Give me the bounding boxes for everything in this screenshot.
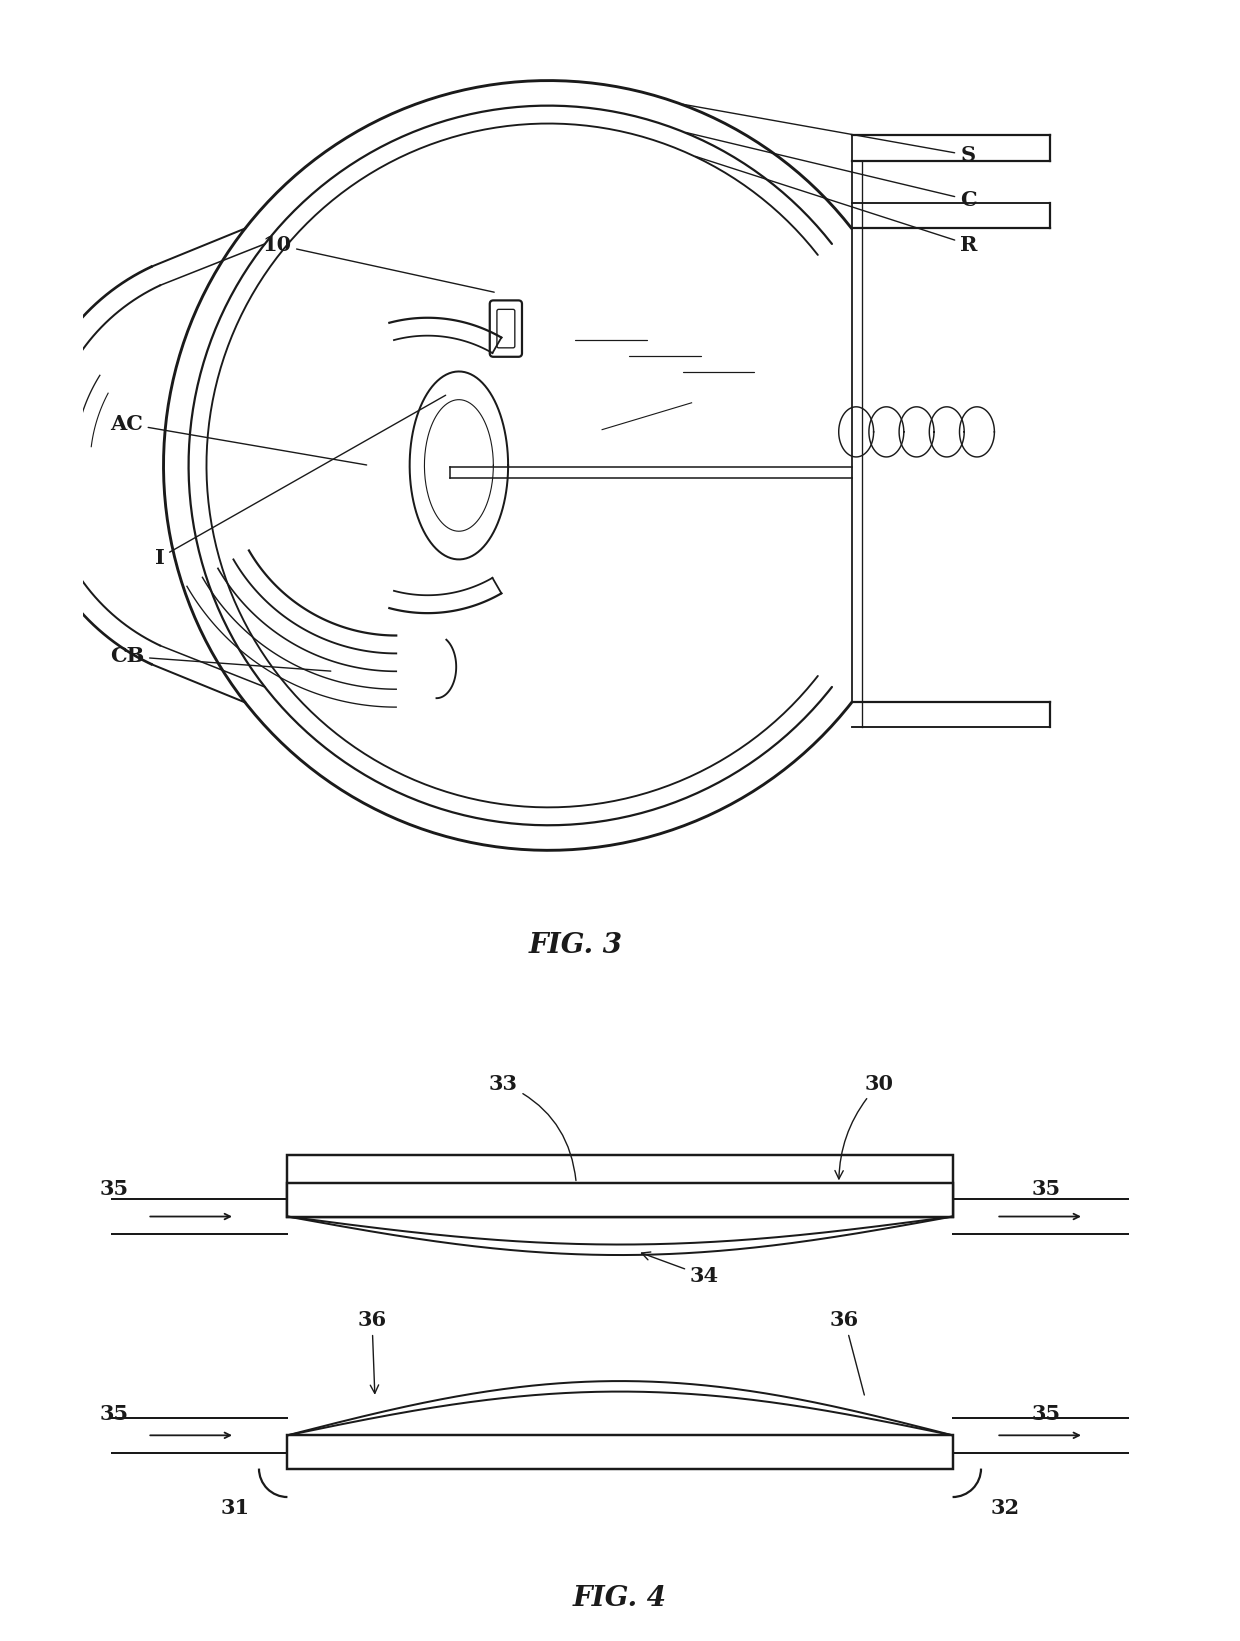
Text: 35: 35	[99, 1403, 129, 1424]
Bar	[288, 1436, 952, 1469]
Text: 31: 31	[221, 1498, 249, 1518]
Text: 35: 35	[99, 1178, 129, 1198]
Text: CB: CB	[110, 647, 331, 671]
Bar	[288, 1155, 952, 1216]
Text: 10: 10	[262, 235, 495, 292]
FancyBboxPatch shape	[490, 300, 522, 356]
Text: 35: 35	[1032, 1178, 1060, 1198]
Text: 32: 32	[991, 1498, 1019, 1518]
Text: 30: 30	[835, 1073, 894, 1178]
Text: AC: AC	[110, 414, 367, 464]
Text: S: S	[683, 105, 975, 166]
Text: 35: 35	[1032, 1403, 1060, 1424]
Text: 33: 33	[489, 1073, 575, 1180]
Text: C: C	[686, 133, 977, 210]
Text: 36: 36	[830, 1310, 864, 1395]
Text: 34: 34	[641, 1252, 719, 1287]
Text: FIG. 4: FIG. 4	[573, 1585, 667, 1611]
Text: FIG. 3: FIG. 3	[528, 932, 622, 960]
Bar	[288, 1183, 952, 1216]
Text: 36: 36	[357, 1310, 387, 1393]
Text: I: I	[155, 395, 445, 568]
FancyBboxPatch shape	[497, 310, 515, 348]
Text: R: R	[696, 156, 977, 254]
